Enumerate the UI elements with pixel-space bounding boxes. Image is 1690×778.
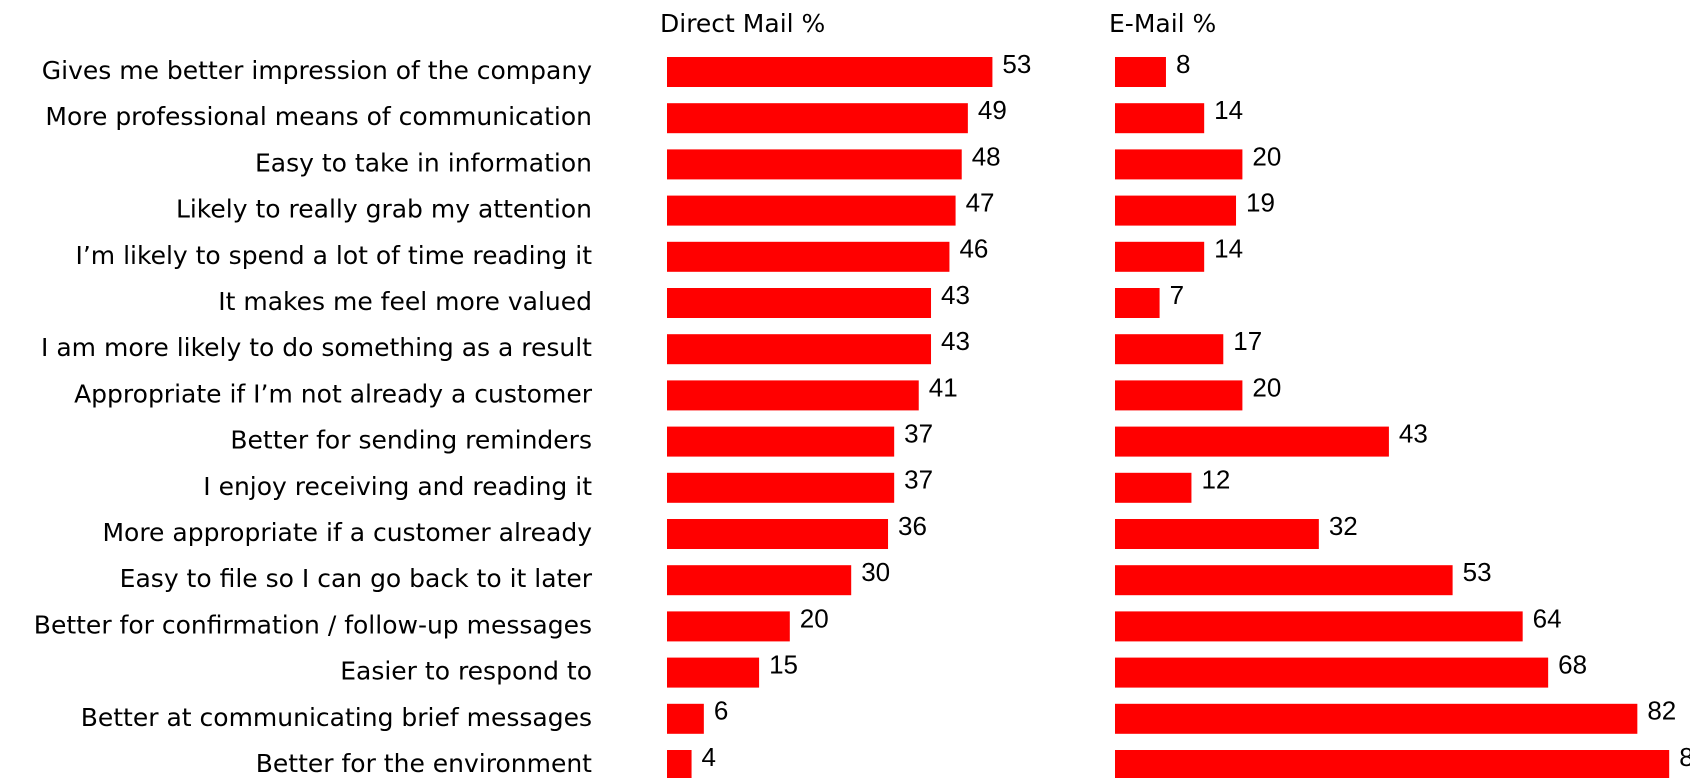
bar (1115, 241, 1205, 272)
value-label: 47 (966, 187, 995, 217)
value-label: 64 (1533, 603, 1562, 633)
value-label: 12 (1201, 465, 1230, 495)
category-label: I enjoy receiving and reading it (203, 472, 592, 501)
value-label: 37 (904, 465, 933, 495)
value-label: 20 (1252, 372, 1281, 402)
bar (667, 57, 993, 87)
bar (1115, 703, 1638, 734)
value-label: 87 (1679, 742, 1690, 772)
bar (1115, 334, 1224, 365)
bar (667, 288, 932, 318)
bar (1115, 288, 1160, 318)
bar (1115, 611, 1523, 642)
category-label: Easy to file so I can go back to it late… (120, 564, 593, 593)
category-label: Better for confirmation / follow-up mess… (34, 610, 592, 639)
bar (667, 195, 956, 226)
value-label: 43 (941, 326, 970, 356)
chart-title: Direct Mail % (660, 9, 825, 38)
value-label: 20 (1252, 141, 1281, 171)
bar (1115, 519, 1319, 549)
value-label: 36 (898, 511, 927, 541)
category-label: Easier to respond to (340, 657, 592, 686)
value-label: 46 (959, 234, 988, 264)
value-label: 32 (1329, 511, 1358, 541)
value-label: 43 (941, 280, 970, 310)
bar (667, 472, 895, 503)
bar (1115, 472, 1192, 503)
bar (1115, 750, 1670, 778)
value-label: 82 (1647, 696, 1676, 726)
value-label: 43 (1399, 418, 1428, 448)
value-label: 15 (769, 649, 798, 679)
bar (667, 334, 932, 365)
value-label: 53 (1002, 49, 1031, 79)
value-label: 19 (1246, 187, 1275, 217)
category-label: It makes me feel more valued (218, 287, 592, 316)
value-label: 4 (702, 742, 716, 772)
value-label: 49 (978, 95, 1007, 125)
bar (1115, 57, 1166, 87)
bar (667, 565, 852, 596)
value-label: 14 (1214, 95, 1243, 125)
category-label: I am more likely to do something as a re… (41, 333, 592, 362)
chart-title: E-Mail % (1109, 9, 1216, 38)
category-label: Gives me better impression of the compan… (42, 56, 592, 85)
bar (667, 703, 704, 734)
value-label: 7 (1170, 280, 1184, 310)
bar (667, 380, 919, 411)
bar (1115, 657, 1549, 688)
bar (1115, 426, 1389, 457)
category-label: Better for the environment (256, 749, 592, 778)
value-label: 41 (929, 372, 958, 402)
bar (667, 241, 950, 272)
value-label: 8 (1176, 49, 1190, 79)
bar (667, 103, 968, 134)
value-label: 30 (861, 557, 890, 587)
category-label: Better for sending reminders (230, 426, 592, 455)
bar (667, 149, 962, 180)
value-label: 48 (972, 141, 1001, 171)
bar (1115, 380, 1243, 411)
value-label: 6 (714, 696, 728, 726)
bar (667, 611, 790, 642)
category-label: I’m likely to spend a lot of time readin… (75, 241, 592, 270)
bar (667, 657, 760, 688)
category-label: Likely to really grab my attention (176, 195, 592, 224)
bar (667, 426, 895, 457)
value-label: 68 (1558, 649, 1587, 679)
value-label: 20 (800, 603, 829, 633)
bar (667, 519, 889, 549)
value-label: 17 (1233, 326, 1262, 356)
category-label: Appropriate if I’m not already a custome… (74, 379, 593, 408)
value-label: 53 (1463, 557, 1492, 587)
category-label: Easy to take in information (255, 148, 592, 177)
bar (1115, 149, 1243, 180)
bar (1115, 195, 1237, 226)
category-label: Better at communicating brief messages (81, 703, 592, 732)
value-label: 14 (1214, 234, 1243, 264)
category-label: More appropriate if a customer already (102, 518, 592, 547)
bar (1115, 103, 1205, 134)
bar (1115, 565, 1453, 596)
bar (667, 750, 692, 778)
category-label: More professional means of communication (45, 102, 592, 131)
value-label: 37 (904, 418, 933, 448)
